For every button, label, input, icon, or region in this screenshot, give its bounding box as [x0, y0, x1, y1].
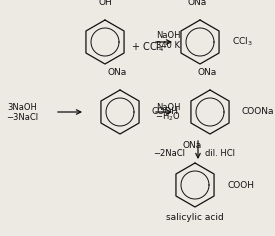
Text: NaOH: NaOH	[156, 31, 180, 41]
Text: NaOH: NaOH	[156, 102, 180, 111]
Text: COONa: COONa	[242, 108, 274, 117]
Text: ONa: ONa	[187, 0, 207, 7]
Text: CCl$_3$: CCl$_3$	[232, 36, 253, 48]
Text: −3NaCl: −3NaCl	[6, 113, 38, 122]
Text: salicylic acid: salicylic acid	[166, 214, 224, 223]
Text: OH: OH	[98, 0, 112, 7]
Text: 3NaOH: 3NaOH	[7, 102, 37, 111]
Text: −H$_2$O: −H$_2$O	[155, 111, 181, 123]
Text: dil. HCl: dil. HCl	[205, 148, 235, 157]
Text: 340 K: 340 K	[156, 42, 180, 51]
Text: −2NaCl: −2NaCl	[153, 148, 185, 157]
Text: COOH: COOH	[227, 181, 254, 190]
Text: COOH: COOH	[152, 108, 179, 117]
Text: ONa: ONa	[107, 68, 126, 77]
Text: + CCl$_4$: + CCl$_4$	[131, 40, 165, 54]
Text: ONa: ONa	[182, 141, 202, 150]
Text: ONa: ONa	[197, 68, 217, 77]
